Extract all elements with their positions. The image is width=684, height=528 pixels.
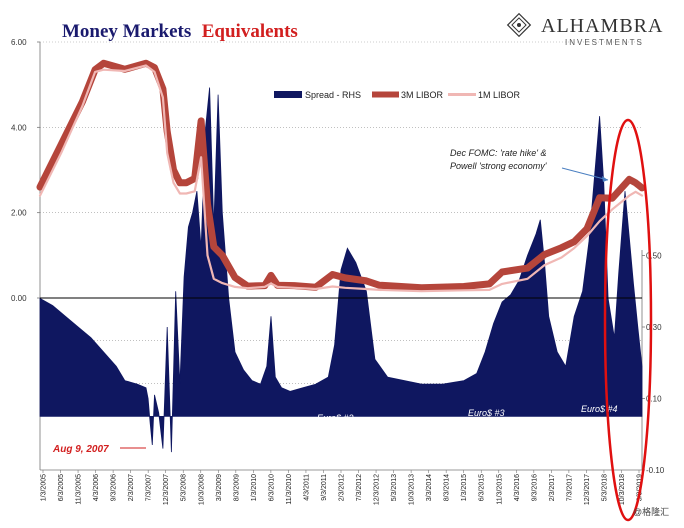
x-tick-label: 3/3/2009 [216,474,223,501]
x-axis-ticks: 1/3/2005 6/3/2005 11/3/2005 4/3/2006 9/3/200… [41,470,644,505]
x-tick-label: 1/3/2015 [461,474,468,501]
annotation-fomc-line2: Powell 'strong economy' [450,161,547,171]
watermark: @格隆汇 [633,506,669,517]
x-tick-label: 7/3/2017 [566,474,573,501]
x-tick-label: 7/3/2012 [356,474,363,501]
libor-3m-series [36,59,646,292]
x-tick-label: 8/3/2009 [233,474,240,501]
annotation-euro-4: Euro$ #4 [581,404,618,414]
libor-1m-series [38,64,644,293]
left-tick-label: 2.00 [11,209,27,218]
x-tick-label: 2/3/2007 [128,474,135,501]
annotation-aug-2007: Aug 9, 2007 [52,444,109,455]
right-tick-label: 0.30 [646,323,662,332]
left-tick-label: 6.00 [11,38,27,47]
brand-name: ALHAMBRA [541,15,663,37]
libor-3m-line [36,59,646,292]
x-tick-label: 3/3/2014 [426,474,433,501]
x-tick-label: 5/3/2018 [601,474,608,501]
x-tick-label: 5/3/2008 [181,474,188,501]
x-tick-label: 1/3/2010 [251,474,258,501]
annotation-euro-2: Euro$ #2 [317,413,354,423]
x-tick-label: 9/3/2016 [531,474,538,501]
x-tick-label: 2/3/2012 [339,474,346,501]
x-tick-label: 12/3/2012 [374,474,381,505]
x-tick-label: 4/3/2011 [303,474,310,501]
spread-series [39,87,643,453]
x-tick-label: 9/3/2006 [111,474,118,501]
title-part-2: Equivalents [202,21,298,42]
annotation-euro-3: Euro$ #3 [468,408,505,418]
x-tick-label: 10/3/2013 [409,474,416,505]
legend-label-1m: 1M LIBOR [478,90,521,100]
x-tick-label: 7/3/2007 [146,474,153,501]
annotation-euro-1: Euro$ #1 [186,418,223,428]
legend-label-spread: Spread - RHS [305,90,361,100]
libor-1m-line [38,64,644,293]
x-tick-label: 1/3/2005 [41,474,48,501]
x-tick-label: 8/3/2014 [444,474,451,501]
right-tick-label: -0.10 [646,466,665,475]
x-tick-label: 2/3/2017 [549,474,556,501]
highlight-ellipse [603,118,653,522]
annotation-arrowhead-icon [602,176,608,182]
legend: Spread - RHS 3M LIBOR 1M LIBOR [274,90,521,100]
x-tick-label: 12/3/2007 [163,474,170,505]
x-tick-label: 12/3/2017 [584,474,591,505]
x-tick-label: 11/3/2005 [76,474,83,505]
x-tick-label: 6/3/2005 [58,474,65,501]
brand-subtitle: INVESTMENTS [565,38,644,47]
x-tick-label: 10/3/2008 [198,474,205,505]
x-tick-label: 5/3/2013 [391,474,398,501]
x-tick-label: 4/3/2016 [514,474,521,501]
x-tick-label: 6/3/2015 [479,474,486,501]
left-tick-label: 0.00 [11,294,27,303]
x-tick-label: 4/3/2006 [93,474,100,501]
chart-title: Money Markets Equivalents [62,21,298,42]
right-tick-label: 0.10 [646,395,662,404]
right-tick-label: 0.50 [646,252,662,261]
right-axis-ticks: 0.50 0.30 0.10 -0.10 [642,252,665,475]
annotation-fomc-arrow [561,167,609,181]
x-tick-label: 11/3/2010 [286,474,293,505]
x-tick-label: 9/3/2011 [321,474,328,501]
x-tick-label: 10/3/2018 [619,474,626,505]
left-axis-ticks: 6.00 4.00 2.00 0.00 [11,38,40,303]
x-tick-label: 6/3/2010 [268,474,275,501]
annotation-fomc-line1: Dec FOMC: 'rate hike' & [450,148,546,158]
alhambra-logo-icon [506,12,532,38]
legend-swatch-spread [274,91,302,98]
title-part-1: Money Markets [62,21,191,42]
left-tick-label: 4.00 [11,123,27,132]
spread-area [39,87,643,453]
x-tick-label: 11/3/2015 [496,474,503,505]
legend-label-3m: 3M LIBOR [401,90,444,100]
